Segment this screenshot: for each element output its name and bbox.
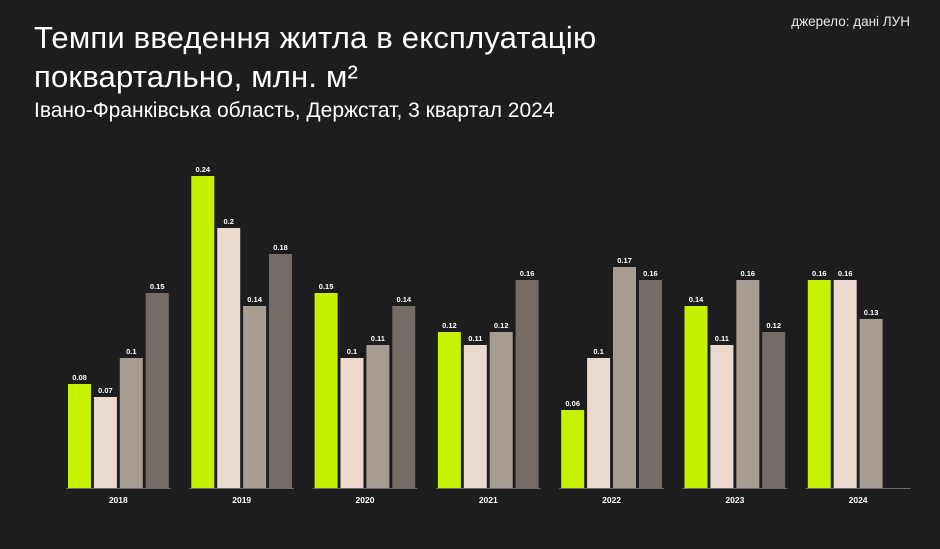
bar-2019-q2: [217, 228, 241, 488]
data-label-2018-q4: 0.15: [150, 282, 165, 291]
data-label-2020-q4: 0.14: [396, 295, 411, 304]
data-label-2023-q4: 0.12: [766, 321, 781, 330]
data-label-2023-q1: 0.14: [689, 295, 704, 304]
x-tick-label-2021: 2021: [479, 495, 498, 505]
x-tick-label-2019: 2019: [232, 495, 251, 505]
x-tick-label-2023: 2023: [725, 495, 744, 505]
data-label-2020-q1: 0.15: [319, 282, 334, 291]
bar-2020-q1: [314, 293, 338, 488]
data-label-2024-q2: 0.16: [838, 269, 853, 278]
bar-2021-q4: [515, 280, 539, 488]
data-label-2021-q4: 0.16: [520, 269, 535, 278]
bar-2021-q1: [437, 332, 461, 488]
bar-2022-q1: [561, 410, 585, 488]
bar-2023-q2: [710, 345, 734, 488]
bar-2022-q3: [613, 267, 636, 488]
data-label-2022-q2: 0.1: [593, 347, 603, 356]
x-tick-label-2020: 2020: [356, 495, 375, 505]
bar-2018-q3: [119, 358, 143, 488]
source-note: джерело: дані ЛУН: [791, 14, 910, 29]
x-tick-label-2022: 2022: [602, 495, 621, 505]
data-label-2019-q1: 0.24: [195, 165, 210, 174]
data-label-2019-q4: 0.18: [273, 243, 288, 252]
bar-2020-q2: [340, 358, 364, 488]
data-label-2019-q2: 0.2: [223, 217, 233, 226]
bar-2023-q1: [684, 306, 708, 488]
data-label-2019-q3: 0.14: [247, 295, 262, 304]
bar-2021-q3: [489, 332, 513, 488]
bar-2020-q3: [366, 345, 390, 488]
bar-2018-q4: [145, 293, 169, 488]
data-label-2023-q2: 0.11: [715, 334, 729, 343]
bar-2019-q3: [243, 306, 267, 488]
bar-2024-q3: [859, 319, 883, 488]
bar-2022-q4: [638, 280, 662, 488]
data-label-2018-q3: 0.1: [126, 347, 136, 356]
bar-2024-q2: [833, 280, 857, 488]
data-label-2024-q3: 0.13: [864, 308, 879, 317]
data-label-2018-q2: 0.07: [98, 386, 113, 395]
data-label-2024-q1: 0.16: [812, 269, 827, 278]
data-label-2018-q1: 0.08: [72, 373, 87, 382]
data-label-2022-q1: 0.06: [565, 399, 580, 408]
bar-2024-q1: [807, 280, 831, 488]
data-label-2020-q3: 0.11: [371, 334, 385, 343]
x-tick-label-2018: 2018: [109, 495, 128, 505]
data-label-2022-q3: 0.17: [617, 256, 632, 265]
bar-2019-q1: [191, 176, 215, 488]
data-label-2021-q1: 0.12: [442, 321, 457, 330]
data-label-2020-q2: 0.1: [347, 347, 357, 356]
data-label-2021-q2: 0.11: [468, 334, 482, 343]
bar-2023-q3: [736, 280, 760, 488]
bar-2020-q4: [392, 306, 416, 488]
bar-2018-q2: [93, 397, 117, 488]
data-label-2021-q3: 0.12: [494, 321, 509, 330]
data-label-2023-q3: 0.16: [740, 269, 755, 278]
chart-title: Темпи введення житла в експлуатацію покв…: [34, 20, 597, 94]
bar-2019-q4: [269, 254, 292, 488]
bar-2021-q2: [463, 345, 487, 488]
bar-2022-q2: [587, 358, 611, 488]
chart-subtitle: Івано-Франківська область, Держстат, 3 к…: [34, 99, 555, 122]
x-tick-label-2024: 2024: [849, 495, 868, 505]
data-label-2022-q4: 0.16: [643, 269, 658, 278]
bar-2018-q1: [68, 384, 91, 488]
bar-2023-q4: [762, 332, 786, 488]
